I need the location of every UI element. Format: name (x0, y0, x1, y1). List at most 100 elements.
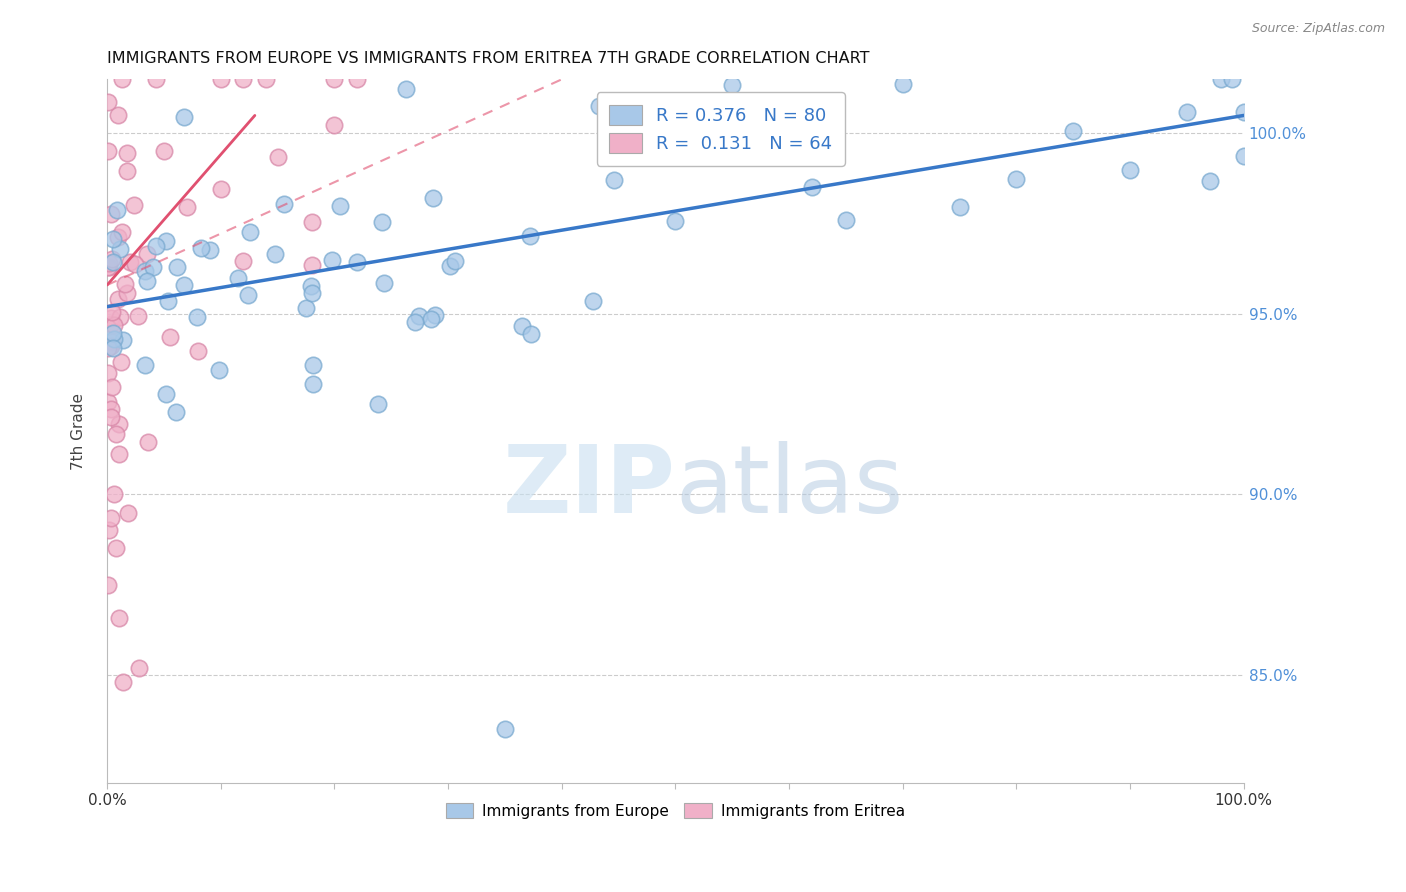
Point (346, 72, 368, 87)
Point (97, 366, 120, 380)
Point (664, 214, 686, 228)
Point (302, 376, 325, 391)
Point (117, 286, 139, 301)
Point (588, 99, 610, 113)
Point (1222, 72, 1244, 87)
Point (302, 358, 325, 372)
Point (117, 506, 139, 520)
Point (239, 226, 262, 240)
Point (110, 225, 132, 239)
Point (97, 260, 120, 274)
Point (301, 286, 323, 301)
Point (124, 198, 146, 212)
Point (104, 541, 127, 556)
Point (165, 405, 187, 419)
Point (299, 279, 322, 293)
Point (582, 294, 605, 309)
Text: IMMIGRANTS FROM EUROPE VS IMMIGRANTS FROM ERITREA 7TH GRADE CORRELATION CHART: IMMIGRANTS FROM EUROPE VS IMMIGRANTS FRO… (107, 51, 869, 66)
Point (153, 144, 176, 158)
Point (101, 255, 124, 269)
Point (835, 213, 858, 227)
Point (232, 253, 254, 268)
Point (108, 611, 131, 625)
Point (100, 410, 122, 425)
Point (425, 308, 447, 322)
Point (603, 173, 626, 187)
Point (97, 256, 120, 270)
Point (107, 230, 129, 244)
Point (520, 327, 543, 342)
Point (120, 255, 142, 269)
Point (100, 317, 122, 331)
Point (156, 293, 179, 308)
Point (101, 305, 124, 319)
Point (519, 229, 541, 244)
Point (108, 310, 131, 325)
Point (101, 341, 124, 355)
Point (1062, 124, 1084, 138)
Text: ZIP: ZIP (502, 442, 675, 533)
Point (108, 447, 131, 461)
Point (124, 257, 146, 271)
Point (301, 215, 323, 229)
Point (323, 72, 346, 87)
Point (254, 72, 277, 87)
Point (187, 344, 209, 359)
Text: Source: ZipAtlas.com: Source: ZipAtlas.com (1251, 22, 1385, 36)
Point (228, 270, 250, 285)
Point (166, 260, 188, 274)
Point (134, 358, 156, 372)
Point (512, 319, 534, 334)
Point (104, 426, 127, 441)
Point (103, 332, 125, 346)
Point (135, 246, 157, 260)
Point (97, 341, 120, 355)
Point (110, 243, 132, 257)
Point (1005, 171, 1028, 186)
Point (439, 259, 461, 273)
Point (266, 150, 288, 164)
Point (173, 111, 195, 125)
Point (1233, 149, 1256, 163)
Point (111, 675, 134, 690)
Point (1233, 105, 1256, 120)
Point (105, 203, 128, 218)
Point (1175, 105, 1198, 120)
Point (321, 252, 343, 267)
Point (101, 335, 124, 350)
Point (142, 260, 165, 274)
Point (101, 326, 124, 341)
Point (145, 72, 167, 87)
Legend: Immigrants from Europe, Immigrants from Eritrea: Immigrants from Europe, Immigrants from … (440, 797, 911, 825)
Point (173, 278, 195, 293)
Point (207, 363, 229, 377)
Point (949, 200, 972, 214)
Point (494, 722, 516, 736)
Point (115, 146, 138, 161)
Point (97, 577, 120, 591)
Point (108, 417, 131, 432)
Point (97, 144, 120, 158)
Point (114, 277, 136, 292)
Point (100, 401, 122, 416)
Point (371, 215, 394, 229)
Point (200, 243, 222, 257)
Point (190, 241, 212, 255)
Point (329, 199, 352, 213)
Point (101, 232, 124, 246)
Point (159, 329, 181, 343)
Text: atlas: atlas (675, 442, 904, 533)
Point (1198, 174, 1220, 188)
Point (186, 310, 208, 324)
Point (1209, 72, 1232, 87)
Point (111, 72, 134, 87)
Point (209, 72, 232, 87)
Point (176, 200, 198, 214)
Point (100, 380, 122, 394)
Point (273, 197, 295, 211)
Point (134, 264, 156, 278)
Point (323, 118, 346, 132)
Point (295, 301, 318, 315)
Point (97, 95, 120, 110)
Point (97, 394, 120, 409)
